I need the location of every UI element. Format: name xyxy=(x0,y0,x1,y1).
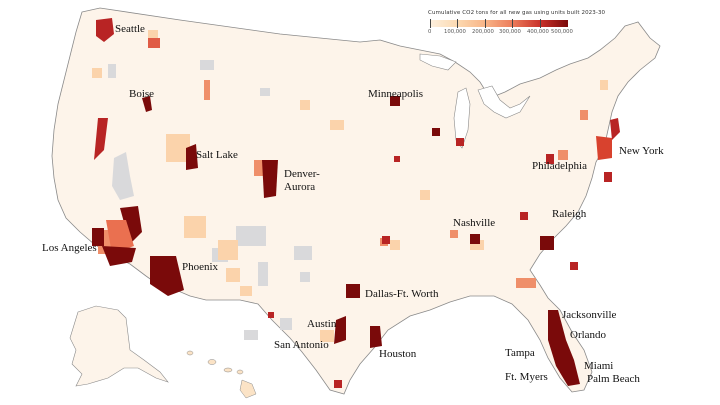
great-lakes-east xyxy=(477,85,531,119)
city-label-salt-lake: Salt Lake xyxy=(196,149,238,161)
city-label-miami: Miami xyxy=(584,360,614,372)
city-label-san-antonio: San Antonio xyxy=(274,339,329,351)
city-label-denver: Denver- xyxy=(284,168,320,180)
city-label-raleigh: Raleigh xyxy=(552,208,587,220)
city-label-aurora: Aurora xyxy=(284,181,316,193)
lake-michigan xyxy=(453,87,471,149)
city-label-phoenix: Phoenix xyxy=(182,261,219,273)
city-label-los-angeles: Los Angeles xyxy=(42,242,97,254)
city-label-boise: Boise xyxy=(129,88,155,100)
lake-superior xyxy=(419,53,457,71)
city-label-new-york: New York xyxy=(619,145,664,157)
city-label-nashville: Nashville xyxy=(453,217,496,229)
alaska-outline xyxy=(69,305,169,387)
city-label-seattle: Seattle xyxy=(115,23,145,35)
legend-tick xyxy=(430,19,431,28)
low-emission-counties xyxy=(92,30,608,342)
legend-color-bar xyxy=(430,19,568,28)
city-label-philadelphia: Philadelphia xyxy=(532,160,587,172)
high-emission-counties xyxy=(92,18,620,388)
city-label-houston: Houston xyxy=(379,348,417,360)
city-label-orlando: Orlando xyxy=(570,329,607,341)
contiguous-us-outline xyxy=(51,7,661,395)
city-label-tampa: Tampa xyxy=(505,347,535,359)
legend-tick xyxy=(457,19,458,28)
legend-tick-label: 100,000 xyxy=(444,29,466,35)
legend-title: Cumulative CO2 tons for all new gas usin… xyxy=(428,10,606,16)
hawaii-islands xyxy=(186,350,257,399)
legend-tick-label: 300,000 xyxy=(499,29,521,35)
city-label-ft-myers: Ft. Myers xyxy=(505,371,548,383)
legend-tick xyxy=(512,19,513,28)
legend-tick-label: 0 xyxy=(428,29,432,35)
color-legend: Cumulative CO2 tons for all new gas usin… xyxy=(428,10,608,37)
city-label-dallas-ft-worth: Dallas-Ft. Worth xyxy=(365,288,439,300)
legend-tick xyxy=(540,19,541,28)
legend-tick-labels: 0 100,000 200,000 300,000 400,000 500,00… xyxy=(428,29,608,37)
city-label-palm-beach: Palm Beach xyxy=(587,373,640,385)
city-label-minneapolis: Minneapolis xyxy=(368,88,423,100)
legend-tick-label: 400,000 xyxy=(527,29,549,35)
city-label-jacksonville: Jacksonville xyxy=(562,309,617,321)
legend-tick-label: 200,000 xyxy=(472,29,494,35)
city-label-austin: Austin xyxy=(307,318,337,330)
legend-tick-label: 500,000 xyxy=(551,29,573,35)
legend-tick xyxy=(485,19,486,28)
